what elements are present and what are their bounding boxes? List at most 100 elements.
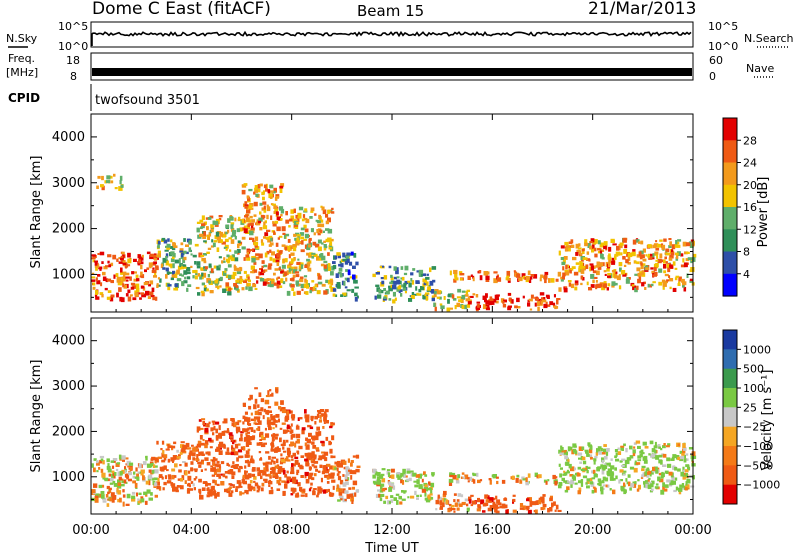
heatmap-cell [467, 275, 471, 280]
heatmap-cell [675, 275, 680, 278]
heatmap-cell [597, 240, 601, 245]
heatmap-cell [122, 494, 126, 498]
heatmap-cell [261, 242, 265, 246]
heatmap-cell [597, 478, 602, 482]
heatmap-cell [618, 274, 621, 279]
heatmap-cell [114, 187, 118, 190]
heatmap-cell [667, 463, 672, 468]
heatmap-cell [183, 238, 186, 242]
heatmap-cell [157, 456, 163, 459]
heatmap-cell [679, 458, 684, 462]
heatmap-cell [267, 284, 271, 287]
heatmap-cell [681, 452, 685, 456]
heatmap-cell [431, 266, 437, 270]
heatmap-cell [534, 296, 537, 299]
heatmap-cell [642, 248, 646, 253]
heatmap-cell [223, 257, 226, 261]
heatmap-cell [565, 271, 570, 276]
heatmap-cell [570, 483, 573, 488]
heatmap-cell [448, 503, 452, 507]
heatmap-cell [656, 254, 659, 259]
heatmap-cell [234, 443, 239, 449]
heatmap-cell [671, 249, 674, 252]
heatmap-cell [184, 276, 187, 280]
heatmap-cell [210, 245, 214, 248]
heatmap-cell [418, 288, 422, 293]
colorbar-tick-label: 8 [743, 246, 750, 259]
heatmap-cell [295, 274, 300, 278]
heatmap-cell [132, 480, 136, 484]
heatmap-cell [593, 460, 596, 465]
heatmap-cell [581, 267, 586, 270]
heatmap-cell [125, 503, 130, 506]
heatmap-cell [649, 490, 653, 493]
heatmap-cell [552, 474, 556, 480]
heatmap-cell [291, 287, 295, 291]
heatmap-cell [181, 475, 185, 481]
heatmap-cell [168, 445, 173, 448]
heatmap-cell [121, 276, 127, 281]
heatmap-cell [667, 443, 671, 446]
heatmap-cell [101, 294, 104, 298]
heatmap-cell [270, 467, 275, 470]
heatmap-cell [139, 275, 144, 278]
heatmap-cell [261, 265, 264, 268]
heatmap-cell [300, 283, 305, 289]
colorbar-swatch [723, 229, 737, 253]
heatmap-cell [290, 258, 295, 262]
heatmap-cell [483, 271, 488, 276]
heatmap-cell [161, 459, 166, 463]
heatmap-cell [685, 453, 689, 456]
heatmap-cell [552, 302, 556, 306]
heatmap-cell [238, 241, 243, 245]
heatmap-cell [214, 458, 218, 461]
heatmap-cell [637, 459, 642, 462]
heatmap-cell [235, 426, 241, 432]
heatmap-cell [232, 461, 235, 464]
heatmap-cell [255, 256, 260, 261]
heatmap-cell [280, 218, 283, 221]
heatmap-cell [614, 273, 618, 279]
heatmap-cell [228, 237, 232, 240]
heatmap-cell [257, 472, 262, 477]
heatmap-cell [331, 479, 336, 483]
heatmap-cell [224, 268, 228, 272]
heatmap-cell [644, 287, 647, 290]
heatmap-cell [201, 487, 206, 491]
heatmap-cell [168, 263, 173, 267]
heatmap-cell [494, 508, 498, 513]
heatmap-cell [236, 457, 239, 462]
heatmap-cell [238, 465, 242, 468]
heatmap-cell [355, 279, 358, 284]
heatmap-cell [612, 489, 616, 495]
heatmap-cell [398, 290, 401, 294]
heatmap-cell [146, 463, 152, 468]
heatmap-cell [301, 491, 306, 494]
heatmap-cell [356, 489, 359, 493]
heatmap-cell [139, 261, 144, 265]
heatmap-cell [680, 264, 686, 268]
heatmap-cell [636, 261, 640, 265]
heatmap-cell [301, 288, 304, 291]
heatmap-cell [488, 500, 492, 503]
heatmap-cell [272, 473, 276, 476]
heatmap-cell [186, 489, 191, 494]
heatmap-cell [116, 276, 122, 281]
heatmap-cell [559, 473, 563, 478]
heatmap-cell [261, 437, 266, 441]
heatmap-cell [101, 261, 104, 264]
heatmap-cell [565, 264, 568, 270]
heatmap-cell [669, 286, 672, 290]
heatmap-cell [281, 244, 286, 247]
heatmap-cell [272, 203, 276, 206]
heatmap-cell [621, 458, 626, 461]
heatmap-cell [528, 497, 532, 502]
heatmap-cell [393, 276, 397, 280]
heatmap-cell [265, 461, 270, 465]
heatmap-cell [172, 457, 176, 460]
heatmap-cell [271, 421, 276, 426]
heatmap-cell [580, 276, 583, 280]
heatmap-cell [476, 508, 481, 512]
heatmap-cell [571, 475, 576, 479]
